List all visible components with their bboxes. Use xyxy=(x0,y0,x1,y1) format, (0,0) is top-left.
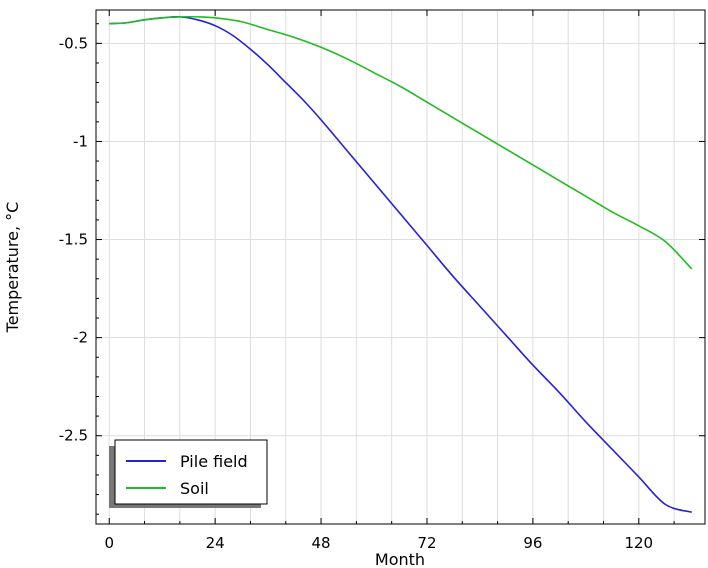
y-tick-label: -1 xyxy=(73,132,88,150)
x-tick-label: 120 xyxy=(624,534,653,552)
x-tick-label: 48 xyxy=(312,534,331,552)
plot-frame xyxy=(95,9,706,525)
x-tick-label: 96 xyxy=(523,534,542,552)
legend-box xyxy=(114,439,268,505)
axis-ticks xyxy=(96,10,705,524)
grid xyxy=(96,10,705,524)
series-line-soil xyxy=(109,15,693,270)
legend-label-soil: Soil xyxy=(180,479,209,498)
tick-labels: 0 24 48 72 96 120 -0.5 -1 -1.5 -2 -2.5 xyxy=(59,34,653,552)
legend-label-pile-field: Pile field xyxy=(180,452,248,471)
x-tick-label: 0 xyxy=(104,534,114,552)
y-tick-label: -2.5 xyxy=(59,427,88,445)
y-tick-label: -2 xyxy=(73,329,88,347)
x-tick-label: 24 xyxy=(206,534,225,552)
legend: Pile field Soil xyxy=(109,439,268,508)
y-tick-label: -0.5 xyxy=(59,34,88,52)
x-axis-title: Month xyxy=(375,550,425,568)
x-tick-label: 72 xyxy=(417,534,436,552)
y-tick-label: -1.5 xyxy=(59,231,88,249)
y-axis-title: Temperature, °C xyxy=(3,202,22,334)
series-layer xyxy=(109,15,693,514)
